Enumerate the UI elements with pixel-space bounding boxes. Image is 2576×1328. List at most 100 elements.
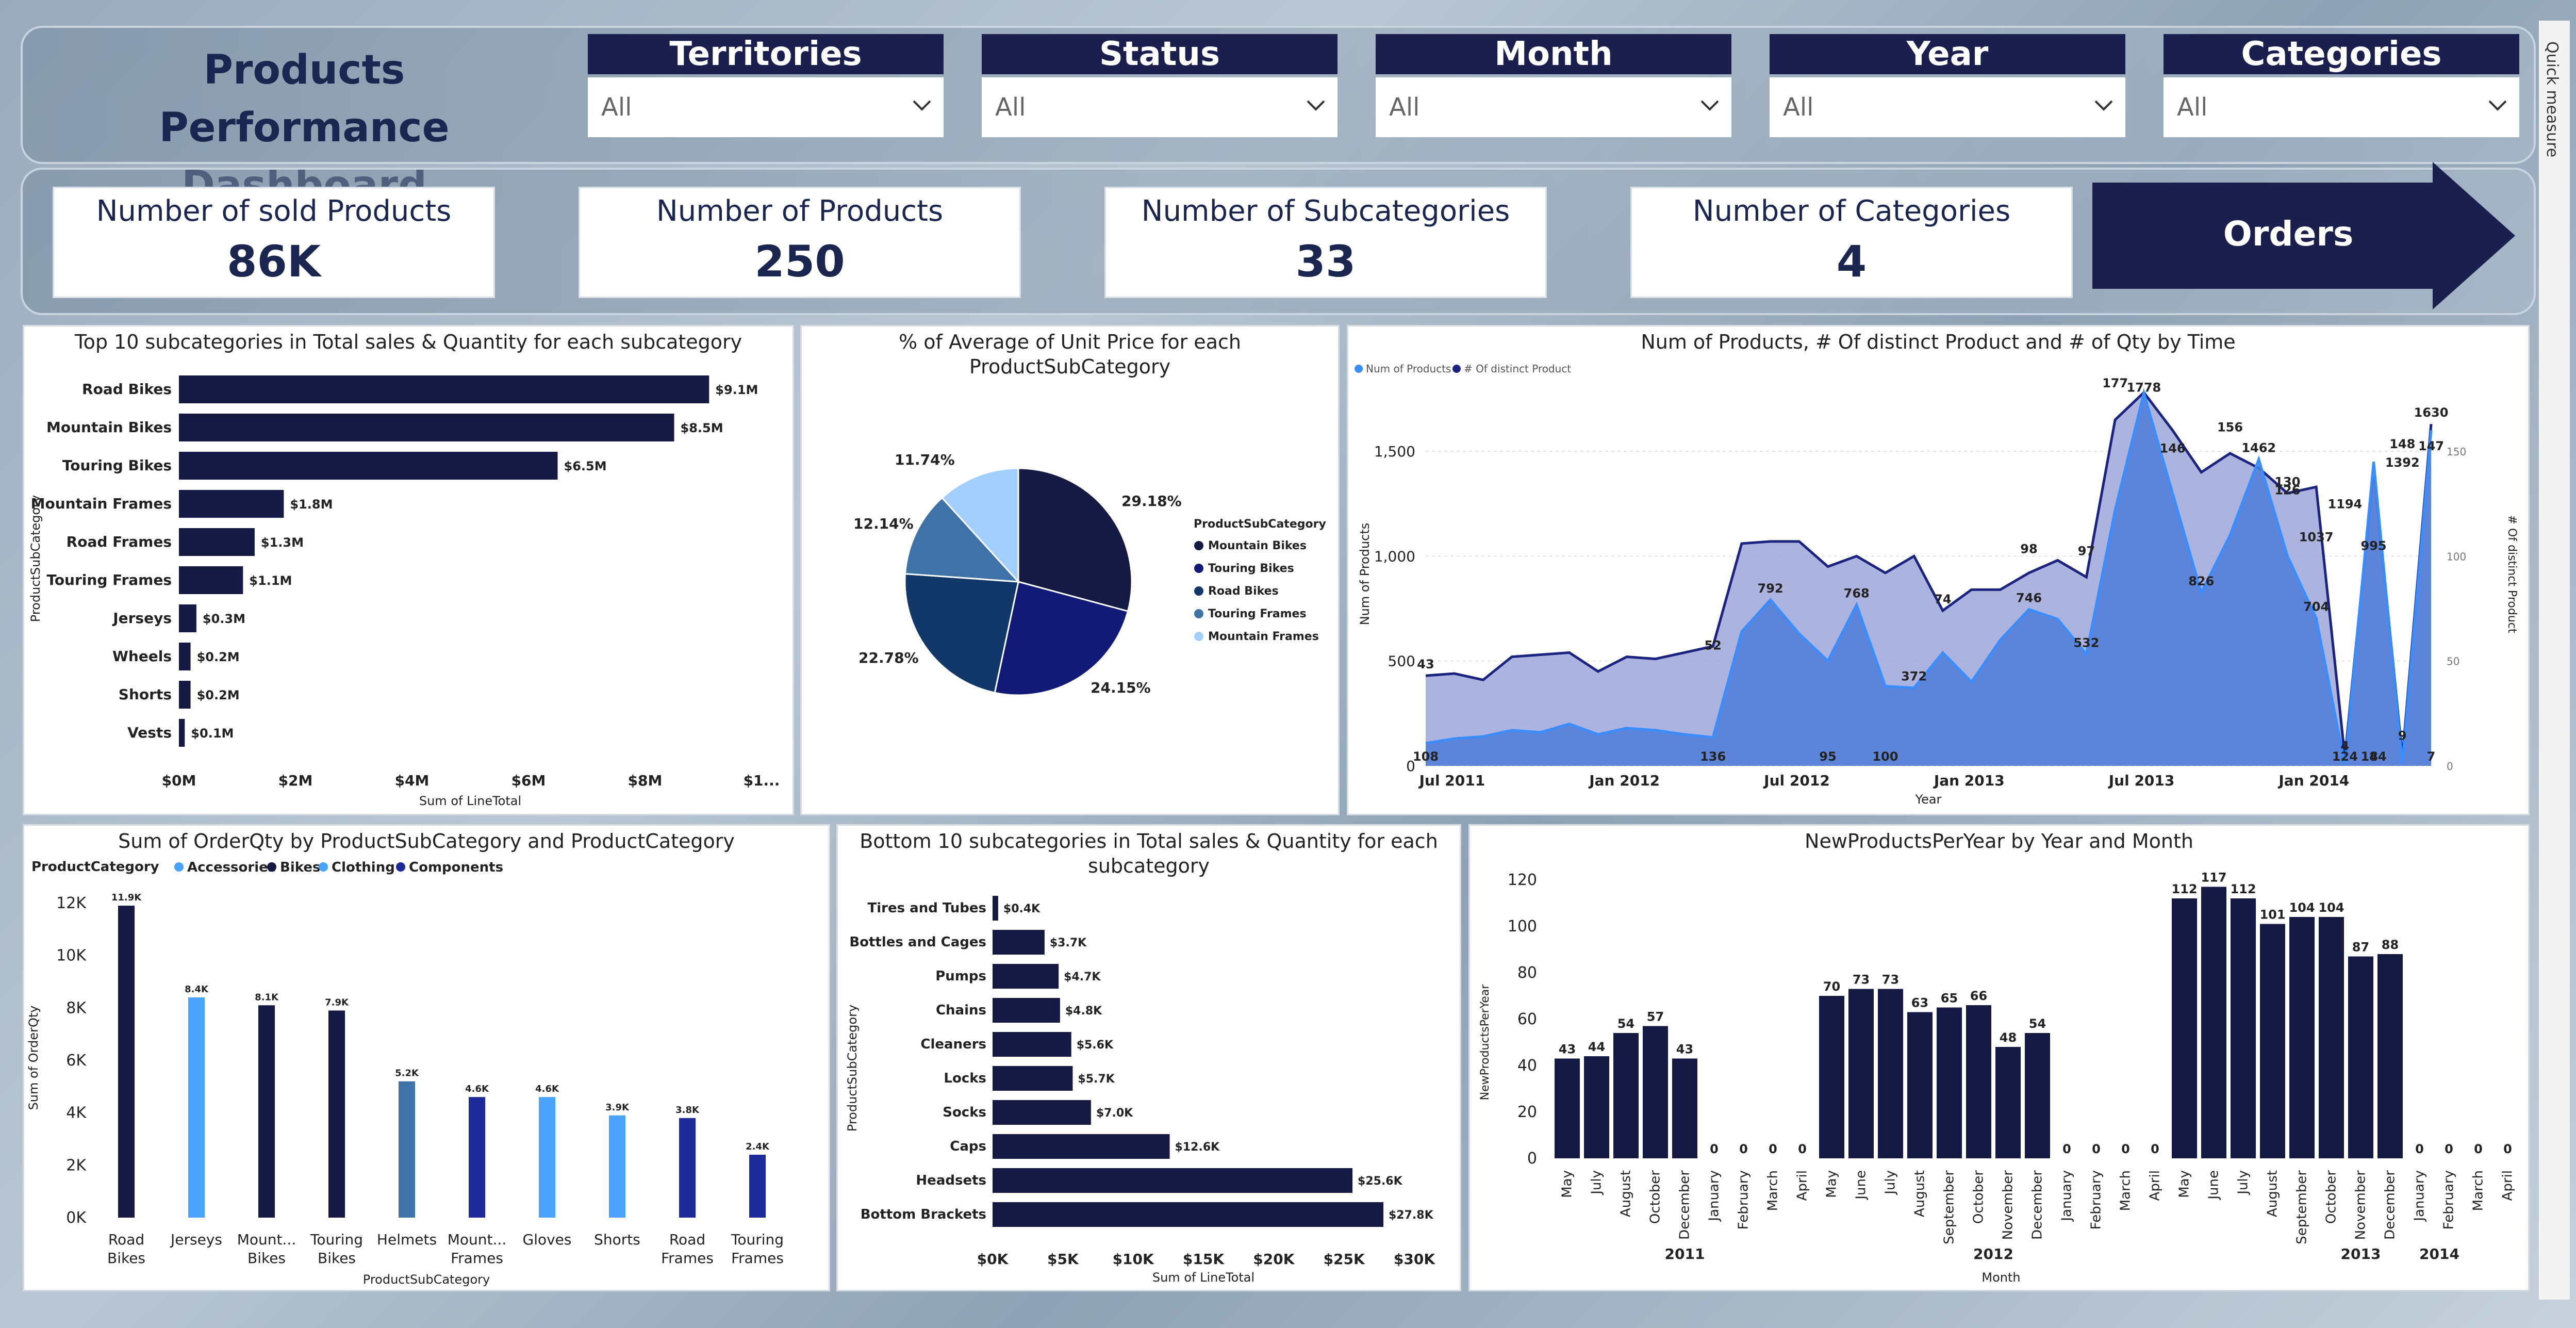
slicer-month[interactable]: Month All [1376, 34, 1731, 143]
bar-data-label: 0 [2151, 1142, 2159, 1156]
x-tick-label: February [2441, 1170, 2457, 1229]
bar-data-label: 11.9K [111, 892, 142, 903]
data-label: 372 [1901, 669, 1927, 684]
x-tick-label: January [2412, 1170, 2428, 1222]
bar-data-label: 101 [2259, 908, 2285, 922]
bar-data-label: 43 [1676, 1042, 1693, 1057]
slicer-dropdown[interactable]: All [1376, 77, 1731, 137]
bar-data-label: 43 [1559, 1042, 1576, 1057]
slicer-dropdown[interactable]: All [2164, 77, 2519, 137]
bar [399, 1081, 415, 1218]
bar [1907, 1012, 1933, 1158]
x-tick-label: December [2030, 1170, 2045, 1240]
page-title-line1: Products Performance [159, 47, 450, 151]
time-chart: 4310852136792957681007437298746975321771… [1355, 363, 2518, 807]
bar [258, 1005, 275, 1218]
x-tick-label: January [2059, 1170, 2075, 1222]
pie-slice [994, 581, 1129, 696]
bar-category-label: Tires and Tubes [868, 900, 986, 916]
slicer-dropdown[interactable]: All [982, 77, 1337, 137]
bar-data-label: 73 [1853, 973, 1870, 987]
y-tick-label: 60 [1517, 1010, 1537, 1028]
slicer-year[interactable]: Year All [1770, 34, 2125, 143]
bar-data-label: $27.8K [1389, 1209, 1434, 1222]
bar-data-label: $5.7K [1078, 1073, 1115, 1086]
bar-data-label: 0 [1798, 1142, 1807, 1156]
slicer-status[interactable]: Status All [982, 34, 1337, 143]
side-pane[interactable] [2539, 21, 2570, 1300]
orders-label: Orders [2223, 214, 2354, 254]
bar-data-label: $0.1M [191, 726, 234, 741]
x-tick-label: Road [108, 1231, 144, 1248]
kpi-label: Number of Categories [1692, 194, 2011, 228]
legend-label: Road Bikes [1208, 585, 1279, 598]
slicer-dropdown[interactable]: All [588, 77, 944, 137]
slicer-categories[interactable]: Categories All [2164, 34, 2519, 143]
bar [179, 681, 191, 709]
bar [179, 375, 709, 403]
x-tick-label: November [2353, 1170, 2369, 1240]
line-series [1425, 388, 2433, 765]
x-tick-label: March [2118, 1170, 2134, 1211]
legend-marker [319, 862, 328, 872]
bar [2289, 917, 2315, 1158]
slicer-territories[interactable]: Territories All [588, 34, 944, 143]
x-tick-label: Jul 2011 [1418, 772, 1485, 789]
x-tick-label: December [1677, 1170, 1693, 1240]
x-tick-label: $2M [278, 772, 313, 789]
pie-data-label: 12.14% [853, 515, 914, 532]
legend-label: Num of Products [1366, 363, 1451, 375]
bar-data-label: $12.6K [1175, 1141, 1220, 1154]
x-tick-label: June [1854, 1170, 1869, 1201]
data-label: 147 [2418, 439, 2444, 453]
bar [1613, 1033, 1639, 1158]
x-tick-label: Mount... [237, 1231, 296, 1248]
bar [2025, 1033, 2050, 1158]
x-tick-label: April [1795, 1170, 1810, 1201]
bar-data-label: $0.3M [203, 612, 245, 626]
x-tick-label: $25K [1324, 1251, 1365, 1268]
y-axis-label: Sum of OrderQty [26, 1006, 41, 1110]
data-label: 97 [2078, 544, 2095, 559]
x-tick-label: $15K [1183, 1251, 1225, 1268]
bar-data-label: $5.6K [1077, 1039, 1114, 1052]
newproducts-chart: 0 20 40 60 80 100 120 43 May 44 July 54 August 57 Octo… [1479, 871, 2516, 1285]
bar [1584, 1056, 1609, 1158]
y2-tick-label: 0 [2447, 760, 2453, 773]
kpi-value: 86K [227, 236, 321, 287]
y-tick-label: 100 [1508, 917, 1537, 936]
x-tick-label: $6M [511, 772, 546, 789]
bar [2231, 898, 2256, 1158]
bar-data-label: 54 [1617, 1017, 1634, 1031]
legend-marker [1194, 564, 1203, 573]
bar-category-label: Mountain Frames [31, 495, 172, 512]
pie-slice [940, 467, 1019, 584]
data-label: 1037 [2299, 530, 2334, 544]
bar-data-label: 0 [1769, 1142, 1777, 1156]
slicer-value: All [1783, 93, 1814, 122]
slicer-dropdown[interactable]: All [1770, 77, 2125, 137]
legend-label: Touring Frames [1208, 608, 1307, 620]
bar [469, 1097, 485, 1218]
data-label: 1630 [2414, 405, 2449, 420]
x-tick-label: $4M [395, 772, 430, 789]
y2-tick-label: 100 [2447, 550, 2466, 563]
time-chart-card: Num of Products, # Of distinct Product a… [1347, 325, 2530, 815]
x-tick-label: October [1971, 1170, 1987, 1224]
bar [1848, 989, 1874, 1158]
x-tick-label: Jerseys [170, 1231, 222, 1248]
bar-data-label: 8.4K [185, 984, 209, 995]
pie-slice [904, 572, 1019, 694]
top10-chart-title: Top 10 subcategories in Total sales & Qu… [74, 331, 742, 353]
orders-button[interactable]: Orders [2092, 162, 2515, 309]
y-tick-label: 1,000 [1374, 548, 1415, 565]
bar [1672, 1058, 1697, 1158]
kpi-label: Number of Products [656, 194, 944, 228]
kpi-card: Number of sold Products 86K [53, 187, 495, 298]
y-tick-label: 0 [1406, 758, 1415, 775]
x-tick-label: June [2206, 1170, 2222, 1201]
bar-category-label: Locks [944, 1071, 986, 1086]
data-label: 148 [2389, 437, 2415, 451]
quick-measure-tab[interactable]: Quick measure [2543, 41, 2561, 158]
y-tick-label: 0K [66, 1209, 87, 1227]
